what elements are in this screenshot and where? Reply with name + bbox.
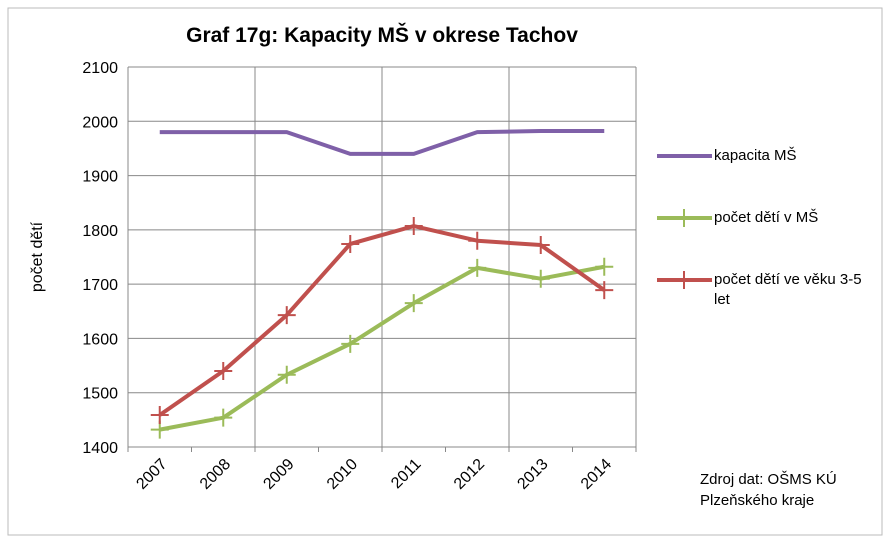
marker [150, 405, 169, 424]
legend-label: počet dětí v MŠ [714, 209, 819, 226]
marker [277, 306, 296, 325]
marker [214, 408, 233, 427]
marker [595, 257, 614, 276]
legend-label: kapacita MŠ [714, 147, 797, 164]
legend-marker [675, 209, 693, 227]
marker [404, 294, 423, 313]
y-tick-label: 1900 [82, 169, 118, 186]
legend-marker [675, 271, 693, 289]
y-tick-label: 1600 [82, 331, 118, 348]
marker [468, 231, 487, 250]
marker [341, 334, 360, 353]
source-note: Zdroj dat: OŠMS KÚ [700, 471, 837, 488]
legend-label: počet dětí ve věku 3-5 let [714, 271, 862, 308]
series-line [158, 224, 606, 417]
y-tick-label: 2000 [82, 114, 118, 131]
series-line [159, 129, 605, 156]
y-tick-label: 1500 [82, 386, 118, 403]
source-note: Plzeňského kraje [700, 492, 814, 509]
marker [277, 365, 296, 384]
y-tick-label: 1700 [82, 277, 118, 294]
marker [468, 258, 487, 277]
marker [531, 269, 550, 288]
marker [531, 236, 550, 255]
chart-title: Graf 17g: Kapacity MŠ v okrese Tachov [186, 23, 578, 47]
y-tick-label: 1400 [82, 440, 118, 457]
y-tick-label: 2100 [82, 60, 118, 77]
marker [214, 362, 233, 380]
series-line [159, 264, 605, 432]
marker [595, 281, 614, 300]
y-axis-label: počet dětí [29, 221, 46, 292]
y-tick-label: 1800 [82, 223, 118, 240]
marker [404, 217, 423, 236]
marker [341, 234, 360, 253]
